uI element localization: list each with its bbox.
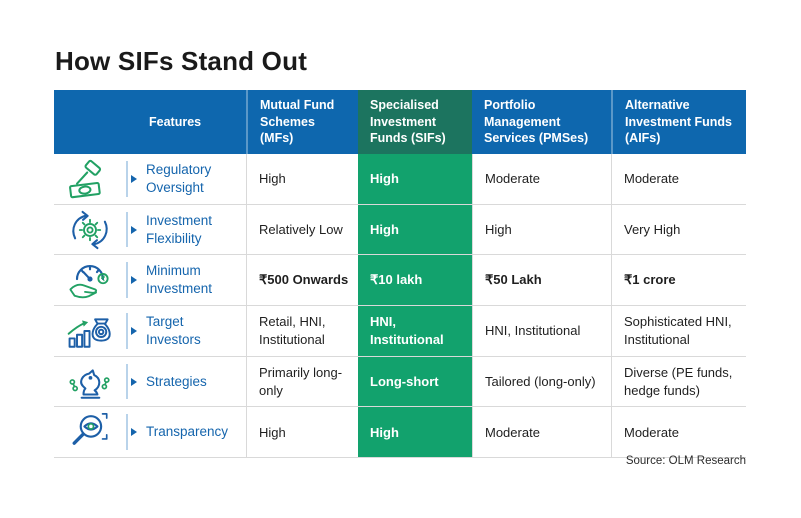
mf-value-cell: High [246,154,358,204]
table-header-row: Features Mutual Fund Schemes (MFs) Speci… [54,90,746,154]
sif-value-cell: High [358,407,472,458]
table-row: Strategies Primarily long-only Long-shor… [54,356,746,408]
aif-value-cell: Moderate [611,154,746,204]
aif-value-cell: Very High [611,204,746,255]
feature-label: Strategies [146,373,207,389]
sif-value-cell: High [358,204,472,255]
pms-value-cell: ₹50 Lakh [472,255,611,306]
svg-text:₹: ₹ [101,275,106,283]
aif-value-cell: ₹1 crore [611,255,746,306]
moneybag-chart-icon [67,318,111,348]
table-row: Investment Flexibility Relatively Low Hi… [54,204,746,256]
feature-label-cell: Investment Flexibility [126,205,246,255]
gauge-hand-icon: ₹ [69,265,109,299]
pms-value-cell: Moderate [472,154,611,204]
feature-icon-cell [54,407,126,457]
arrow-right-icon [131,377,137,386]
gavel-money-icon [69,159,102,199]
feature-label-cell: Strategies [126,357,246,407]
feature-label-cell: Transparency [126,407,246,457]
pms-value-cell: Moderate [472,407,611,458]
header-sifs: Specialised Investment Funds (SIFs) [358,90,472,154]
page-title: How SIFs Stand Out [55,46,308,76]
feature-icon-cell [54,205,126,255]
mf-value-cell: Primarily long-only [246,356,358,407]
header-features: Features [54,90,246,154]
feature-icon-cell [54,154,126,204]
cycle-gear-icon [72,210,108,249]
table-row: Target Investors Retail, HNI, Institutio… [54,306,746,357]
mf-value-cell: Relatively Low [246,204,358,255]
feature-label: Investment Flexibility [146,212,213,246]
feature-label: Target Investors [146,314,201,347]
feature-label: Regulatory Oversight [146,162,212,195]
arrow-right-icon [131,225,137,234]
sif-value-cell: High [358,154,472,204]
comparison-table: Features Mutual Fund Schemes (MFs) Speci… [54,90,746,459]
sif-value-cell: ₹10 lakh [358,255,472,306]
arrow-right-icon [131,174,137,183]
aif-value-cell: Sophisticated HNI, Institutional [611,306,746,356]
sif-value-cell: Long-short [358,356,472,407]
aif-value-cell: Diverse (PE funds, hedge funds) [611,356,746,407]
header-pms: Portfolio Management Services (PMSes) [472,90,611,154]
feature-label-cell: Minimum Investment [126,255,246,305]
arrow-right-icon [131,428,137,437]
header-aifs: Alternative Investment Funds (AIFs) [611,90,746,154]
mf-value-cell: ₹500 Onwards [246,255,358,306]
feature-label-cell: Target Investors [126,306,246,356]
pms-value-cell: HNI, Institutional [472,306,611,356]
source-note: Source: OLM Research [625,455,746,467]
arrow-right-icon [131,276,137,285]
feature-icon-cell [54,306,126,356]
chess-knight-icon [69,368,110,399]
pms-value-cell: Tailored (long-only) [472,356,611,407]
feature-icon-cell [54,357,126,407]
arrow-right-icon [131,326,137,335]
mf-value-cell: High [246,407,358,458]
header-mutual-funds: Mutual Fund Schemes (MFs) [246,90,358,154]
table-row: Transparency High High Moderate Moderate [54,407,746,459]
mf-value-cell: Retail, HNI, Institutional [246,306,358,356]
feature-icon-cell: ₹ [54,255,126,305]
feature-label: Transparency [146,424,229,440]
sif-value-cell: HNI, Institutional [358,306,472,356]
pms-value-cell: High [472,204,611,255]
feature-label: Minimum Investment [146,263,213,297]
magnifier-eye-icon [72,413,108,446]
feature-label-cell: Regulatory Oversight [126,154,246,204]
table-row: Regulatory Oversight High High Moderate … [54,154,746,205]
table-row: ₹ Minimum Investment ₹500 Onwards ₹10 la… [54,255,746,307]
aif-value-cell: Moderate [611,407,746,458]
